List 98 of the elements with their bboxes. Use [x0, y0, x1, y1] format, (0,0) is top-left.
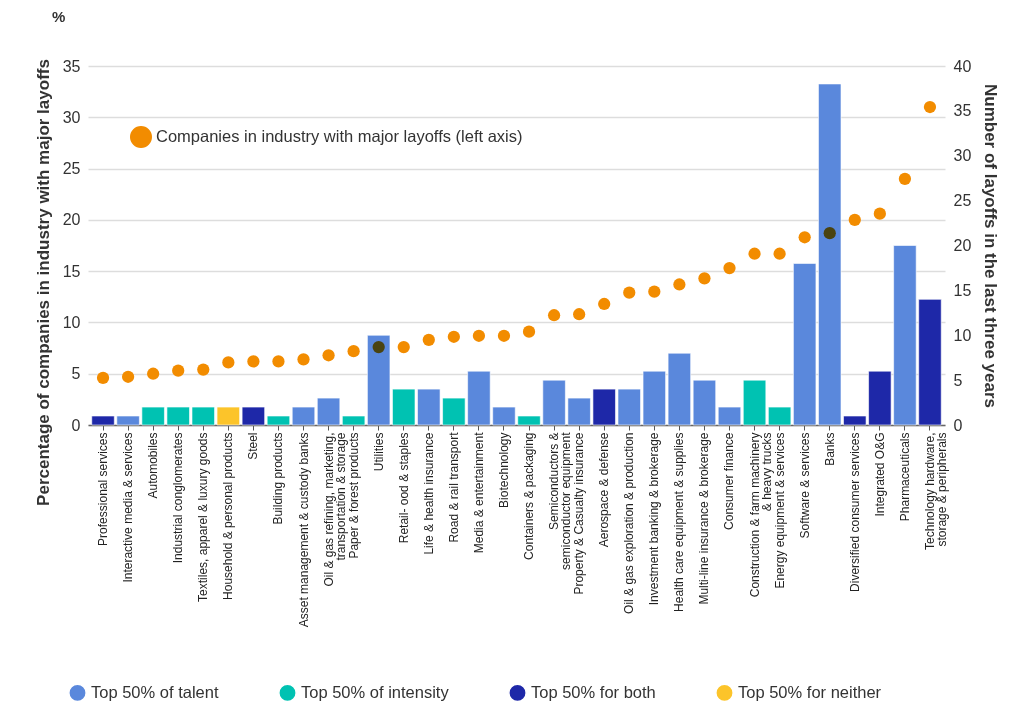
- bar: [717, 406, 742, 426]
- y2-tick-label: 35: [953, 102, 972, 120]
- y-tick-label: 35: [62, 57, 81, 75]
- point: [297, 353, 310, 366]
- bar: [316, 397, 341, 426]
- x-tick-label: Consumer finance: [722, 432, 737, 530]
- x-tick-label: Interactive media & services: [121, 432, 136, 583]
- x-tick-label: Health care equipment & supplies: [672, 432, 687, 612]
- x-tick-label: Semiconductors & semiconductor equipment: [547, 431, 574, 570]
- x-tick-label: Property & Casualty insurance: [572, 432, 587, 595]
- x-tick-label: Professional services: [96, 432, 111, 546]
- x-tick-label: Energy equipment & services: [772, 432, 787, 589]
- point: [573, 308, 586, 321]
- x-tick-label: Diversified consumer services: [847, 432, 862, 592]
- x-tick-label: Textiles, apparel & luxury goods: [196, 432, 211, 602]
- point: [748, 247, 761, 260]
- bar: [291, 406, 316, 426]
- y2-axis-title: Number of layoffs in the last three years: [981, 83, 1001, 409]
- point: [472, 329, 486, 342]
- legend-label: Top 50% for both: [531, 682, 656, 701]
- point: [397, 340, 410, 354]
- x-tick-label: Construction & farm machinery & heavy trucks: [747, 432, 774, 598]
- y-axis-title: Percentage of companies in industry with major layoffs: [33, 59, 53, 506]
- point: [147, 367, 160, 380]
- point: [773, 247, 786, 260]
- x-tick-label: Asset management & custody banks: [296, 432, 311, 628]
- y2-tick-label: 20: [953, 237, 972, 254]
- point: [723, 261, 736, 275]
- point: [247, 355, 260, 368]
- y-tick-label: 25: [62, 160, 81, 178]
- y2-tick-label: 25: [953, 192, 972, 210]
- y-tick-label: 0: [71, 416, 81, 434]
- legend-label: Top 50% of intensity: [301, 682, 450, 701]
- point: [96, 371, 110, 384]
- point: [172, 364, 185, 377]
- point: [923, 100, 937, 114]
- point: [347, 345, 360, 358]
- x-tick-label: Pharmaceuticals: [897, 432, 912, 522]
- x-tick-label: Industrial conglomerates: [171, 432, 186, 564]
- x-tick-label: Retail- ood & staples: [396, 432, 411, 544]
- x-tick-label: Automobiles: [146, 432, 161, 499]
- y2-tick-label: 30: [953, 147, 972, 165]
- y2-tick-label: 0: [953, 416, 963, 434]
- point: [823, 227, 836, 240]
- point: [898, 172, 912, 185]
- point: [873, 207, 886, 220]
- x-tick-label: Technology hardware, storage & peripherals: [922, 432, 949, 550]
- legend-label: Top 50% of talent: [91, 682, 219, 701]
- x-tick-label: Media & entertainment: [471, 431, 486, 554]
- x-tick-label: Building products: [271, 432, 286, 525]
- x-tick-label: Banks: [822, 432, 837, 466]
- y2-tick-label: 15: [953, 281, 972, 299]
- legend-label: Companies in industry with major layoffs (left axis): [156, 127, 523, 145]
- point: [272, 355, 285, 368]
- point: [623, 286, 636, 299]
- y-tick-label: 30: [62, 108, 81, 126]
- point: [197, 363, 210, 376]
- x-tick-label: Steel: [246, 432, 261, 460]
- point: [422, 333, 435, 346]
- point: [322, 349, 335, 362]
- point: [848, 213, 861, 226]
- point: [798, 231, 811, 244]
- x-tick-label: Investment banking & brokerage: [647, 432, 662, 606]
- point: [121, 370, 135, 383]
- y2-tick-label: 10: [953, 326, 972, 344]
- point: [222, 356, 235, 369]
- bar: [266, 415, 291, 426]
- y-tick-label: 5: [71, 365, 81, 383]
- point: [598, 297, 611, 311]
- bar: [742, 379, 767, 426]
- x-tick-label: Software & services: [797, 432, 812, 539]
- x-tick-label: Life & health insurance: [421, 432, 436, 555]
- point: [522, 325, 536, 338]
- x-tick-label: Utilities: [371, 432, 386, 472]
- x-tick-label: Multi-line insurance & brokerage: [697, 432, 712, 605]
- y2-tick-label: 40: [953, 57, 972, 75]
- text: %: [52, 8, 66, 25]
- x-tick-label: Oil & gas exploration & production: [622, 432, 637, 614]
- y-tick-label: 20: [62, 211, 81, 229]
- x-tick-label: Aerospace & defense: [597, 432, 612, 548]
- y2-tick-label: 5: [953, 371, 963, 389]
- point: [372, 340, 385, 354]
- point: [673, 278, 686, 291]
- point: [547, 309, 561, 322]
- point: [698, 272, 711, 285]
- x-tick-label: Household & personal products: [221, 432, 236, 600]
- point: [648, 285, 661, 298]
- x-tick-label: Oil & gas refining, marketing, transportation & storage: [321, 432, 348, 587]
- x-tick-label: Integrated O&G: [872, 432, 887, 517]
- y-tick-label: 15: [62, 262, 81, 280]
- x-tick-label: Biotechnology: [496, 432, 511, 508]
- y-tick-label: 10: [62, 313, 81, 331]
- point: [447, 330, 460, 343]
- x-tick-label: Road & rail transport: [446, 431, 461, 543]
- bar: [692, 379, 717, 426]
- point: [497, 329, 511, 342]
- legend-label: Top 50% for neither: [738, 682, 882, 701]
- x-tick-label: Containers & packaging: [522, 432, 537, 560]
